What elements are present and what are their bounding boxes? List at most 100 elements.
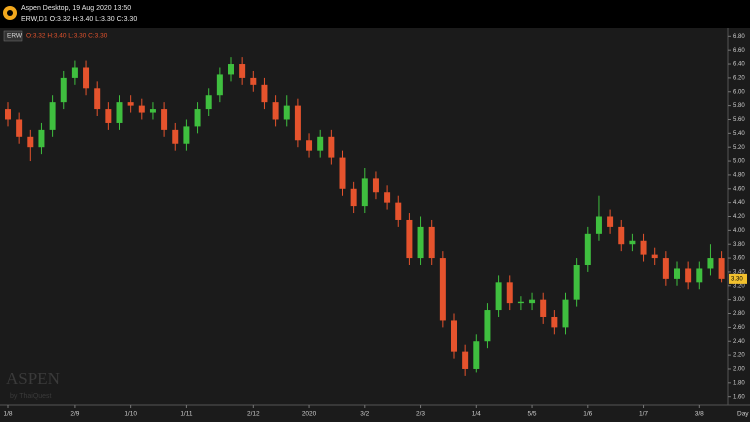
candle-body [573,265,580,300]
y-tick-label: 4.60 [733,186,745,192]
x-tick-label: 1/4 [472,411,481,418]
candle-body [372,178,379,193]
y-tick-label: 4.00 [733,228,745,234]
candle-body [685,268,692,283]
candle-body [49,102,56,130]
candle-body [16,119,23,137]
app-icon-core [7,10,13,16]
candle-body [718,258,725,279]
x-tick-label: 1/7 [639,411,648,418]
plot-area [0,28,750,405]
y-tick-label: 4.20 [733,214,745,220]
candle-body [562,299,569,328]
y-tick-label: 4.80 [733,172,745,178]
candle-body [216,74,223,96]
y-tick-label: 4.40 [733,200,745,206]
candle-body [551,316,558,328]
watermark: ASPEN [6,369,60,388]
candle-body [38,129,45,148]
candle-body [317,136,324,151]
y-tick-label: 6.80 [733,34,745,40]
x-tick-label: 2020 [302,411,317,418]
x-tick-label: 1/6 [583,411,592,418]
symbol-info: ERW,D1 O:3.32 H:3.40 L:3.30 C:3.30 [21,16,137,23]
x-tick-label: 1/11 [180,411,193,418]
candle-body [417,226,424,259]
candle-body [540,299,547,317]
y-tick-label: 6.20 [733,75,745,81]
candle-body [116,102,123,123]
candle-body [629,240,636,245]
candle-body [328,136,335,158]
y-tick-label: 3.60 [733,256,745,262]
candle-body [640,240,647,255]
candle-body [261,84,268,103]
candle-body [439,258,446,321]
candle-body [529,299,536,304]
candle-body [462,351,469,369]
x-tick-label: 5/5 [528,411,537,418]
candle-body [60,77,67,103]
y-tick-label: 1.60 [733,394,745,400]
candle-body [473,341,480,369]
y-tick-label: 1.80 [733,380,745,386]
candle-body [172,129,179,144]
title-bar [0,0,750,28]
candle-body [161,109,168,130]
candle-body [495,282,502,311]
y-tick-label: 5.20 [733,145,745,151]
y-tick-label: 5.40 [733,131,745,137]
candle-body [428,226,435,259]
candle-body [707,258,714,269]
candle-body [127,102,134,106]
candle-body [517,301,524,304]
watermark-sub: by ThaiQuest [10,393,52,400]
y-tick-label: 5.60 [733,117,745,123]
y-tick-label: 3.80 [733,242,745,248]
candle-body [250,77,257,85]
y-tick-label: 3.20 [733,283,745,289]
candle-body [484,310,491,342]
candle-body [5,109,11,120]
y-tick-label: 6.00 [733,89,745,95]
candle-body [239,64,246,78]
y-tick-label: 6.60 [733,48,745,54]
y-tick-label: 3.00 [733,297,745,303]
x-tick-label: 3/8 [695,411,704,418]
y-tick-label: 2.60 [733,325,745,331]
y-tick-label: 5.80 [733,103,745,109]
candle-body [395,202,402,220]
last-price-label: 3.30 [731,276,743,282]
candle-body [384,192,391,203]
candle-body [361,178,368,207]
candle-body [339,157,346,189]
candle-body [584,233,591,266]
x-tick-label: 2/12 [247,411,260,418]
candle-body [294,105,301,141]
x-tick-label: 1/8 [3,411,12,418]
candle-body [149,109,156,113]
candle-body [183,126,190,144]
candle-body [105,109,112,123]
y-tick-label: 2.80 [733,311,745,317]
x-axis-unit: Day [737,411,749,418]
x-tick-label: 3/2 [360,411,369,418]
candle-body [406,219,413,259]
y-tick-label: 2.20 [733,353,745,359]
x-tick-label: 2/9 [70,411,79,418]
x-tick-label: 2/3 [416,411,425,418]
candle-body [651,254,658,259]
y-tick-label: 5.00 [733,159,745,165]
candle-body [71,67,78,78]
candle-body [350,188,357,207]
y-tick-label: 2.40 [733,339,745,345]
candle-body [27,136,34,148]
ohlc-label: O:3.32 H:3.40 L:3.30 C:3.30 [26,33,108,40]
y-tick-label: 2.00 [733,367,745,373]
candle-body [696,268,703,283]
candle-body [228,64,234,75]
last-price-tag [729,273,747,284]
candle-body [662,258,669,279]
